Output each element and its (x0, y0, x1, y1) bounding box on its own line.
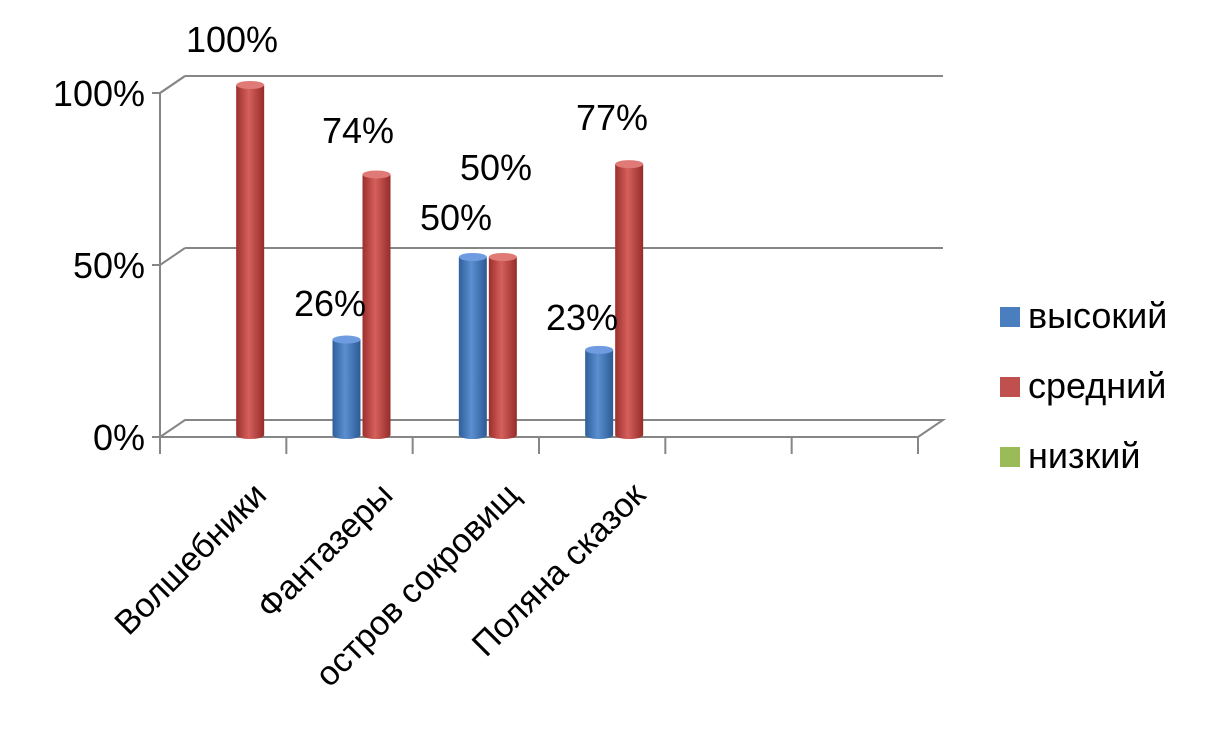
y-tick-label: 100% (53, 73, 145, 114)
bars (236, 81, 644, 439)
bar-cap-высокий (332, 335, 361, 344)
chart-walls (159, 75, 947, 438)
bar-высокий (585, 349, 614, 439)
bar-cap-высокий (585, 345, 614, 354)
bar-высокий (458, 257, 487, 439)
bar-средний (488, 257, 517, 439)
legend-label: средний (1028, 365, 1166, 406)
data-label: 77% (576, 97, 648, 138)
bar-cap-средний (362, 170, 391, 179)
bar-средний (236, 85, 265, 439)
bar-средний (362, 174, 391, 439)
data-label: 23% (546, 297, 618, 338)
gridline-diag (159, 247, 186, 266)
legend-label: низкий (1028, 435, 1140, 476)
bar-cap-средний (236, 81, 265, 89)
y-tick-label: 0% (93, 417, 145, 458)
data-label: 50% (460, 147, 532, 188)
gridlines (159, 75, 943, 266)
bar-cap-средний (488, 253, 517, 261)
x-tick-label: Волшебники (107, 476, 274, 643)
gridline-diag (159, 75, 186, 94)
bar-cap-средний (615, 160, 644, 169)
axes (152, 92, 919, 454)
legend-swatch (1000, 447, 1020, 467)
data-label: 26% (294, 283, 366, 324)
y-tick-label: 50% (73, 245, 145, 286)
y-tick-labels: 0% 50% 100% (53, 73, 145, 458)
bar-cap-высокий (458, 253, 487, 261)
legend: высокий средний низкий (1000, 295, 1167, 476)
bar-средний (615, 164, 644, 439)
floor-edge (159, 419, 947, 438)
bar-высокий (332, 339, 361, 439)
legend-swatch (1000, 377, 1020, 397)
data-label: 50% (420, 197, 492, 238)
data-labels: 100% 74% 26% 50% 50% 77% 23% (186, 19, 648, 338)
legend-swatch (1000, 307, 1020, 327)
data-label: 74% (322, 110, 394, 151)
legend-label: высокий (1028, 295, 1167, 336)
data-label: 100% (186, 19, 278, 60)
